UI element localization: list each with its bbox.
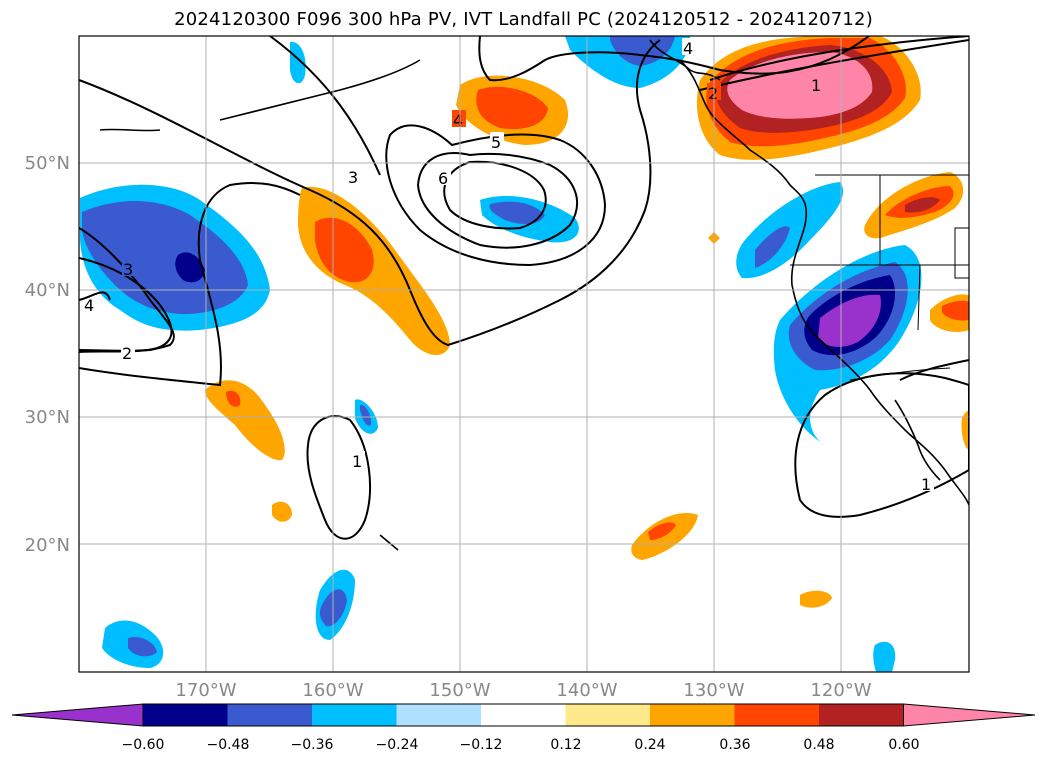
colorbar-tick: 0.36 (719, 737, 751, 753)
colorbar (11, 703, 1036, 727)
pv-contours (79, 36, 969, 540)
lat-label-30n: 30°N (24, 407, 70, 428)
coastlines (99, 39, 969, 551)
contour-label-2-west: 2 (122, 344, 132, 363)
lon-label-170w: 170°W (175, 680, 237, 701)
colorbar-segment (565, 704, 651, 726)
contour-label-1-central: 1 (352, 452, 362, 471)
colorbar-segment (819, 704, 904, 726)
colorbar-segments (11, 703, 1036, 727)
contour-label-4-central: 4 (453, 111, 463, 130)
colorbar-segment (227, 704, 313, 726)
contour-label-4-north: 4 (683, 39, 693, 58)
contour-label-3-west: 3 (123, 260, 133, 279)
negative-anomaly-southwest-core (128, 636, 157, 657)
colorbar-extend-high (903, 703, 1036, 727)
colorbar-segment (734, 704, 820, 726)
contour-label-5: 5 (491, 133, 501, 152)
gridlines (79, 36, 969, 672)
negative-anomaly-small-aleutian (290, 41, 306, 84)
lat-label-40n: 40°N (24, 280, 70, 301)
colorbar-tick: −0.60 (121, 737, 165, 753)
lon-label-150w: 150°W (429, 680, 491, 701)
lon-label-130w: 130°W (683, 680, 745, 701)
positive-anomaly-20n (631, 513, 698, 560)
contour-label-6: 6 (438, 169, 448, 188)
colorbar-tick: −0.36 (290, 737, 334, 753)
positive-anomaly-small-24n (272, 501, 292, 522)
map-title: 2024120300 F096 300 hPa PV, IVT Landfall… (174, 9, 873, 30)
map-frame (78, 35, 970, 673)
positive-anomaly-east-edge-core (942, 300, 969, 321)
lon-label-160w: 160°W (302, 680, 364, 701)
colorbar-segment (481, 704, 566, 726)
positive-anomaly-32n (205, 380, 285, 461)
negative-anomaly-small-30n-core (360, 404, 372, 426)
positive-anomaly-mexico-edge (961, 410, 969, 450)
colorbar-extend-low (11, 703, 144, 727)
contour-label-1-east: 1 (921, 475, 931, 494)
colorbar-tick: 0.24 (634, 737, 666, 753)
positive-anomaly-interior-west (864, 172, 964, 239)
contour-label-2-north: 2 (708, 84, 718, 103)
positive-anomaly-20n-core (648, 522, 676, 540)
colorbar-segment (143, 704, 228, 726)
positive-anomaly-gulf (456, 75, 569, 145)
lon-label-120w: 120°W (810, 680, 872, 701)
negative-anomaly-south-edge (873, 641, 896, 672)
colorbar-tick: 0.48 (803, 737, 835, 753)
colorbar-tick: −0.48 (206, 737, 250, 753)
colorbar-tick: 0.12 (550, 737, 582, 753)
colorbar-segment (312, 704, 397, 726)
colorbar-tick: −0.24 (375, 737, 419, 753)
positive-anomaly-small-15n (800, 590, 832, 608)
colorbar-tick: −0.12 (459, 737, 503, 753)
lat-label-20n: 20°N (24, 535, 70, 556)
lat-label-50n: 50°N (24, 153, 70, 174)
contour-label-3-central: 3 (348, 168, 358, 187)
colorbar-tick: 0.60 (888, 737, 920, 753)
negative-anomaly-california (773, 245, 922, 445)
contour-label-4-west: 4 (84, 296, 94, 315)
colorbar-frame (142, 703, 904, 727)
colorbar-segment (650, 704, 735, 726)
positive-anomaly-central-pacific (298, 186, 450, 356)
negative-anomaly-north-pacific (480, 196, 579, 243)
pv-contour-labels: 3 2 4 3 4 5 6 4 2 1 1 1 (84, 38, 934, 494)
positive-anomaly-32n-core (226, 390, 241, 407)
negative-anomaly-pacific-northwest (736, 182, 844, 279)
contour-label-1-north: 1 (811, 76, 821, 95)
lon-label-140w: 140°W (556, 680, 618, 701)
colorbar-segment (396, 704, 482, 726)
